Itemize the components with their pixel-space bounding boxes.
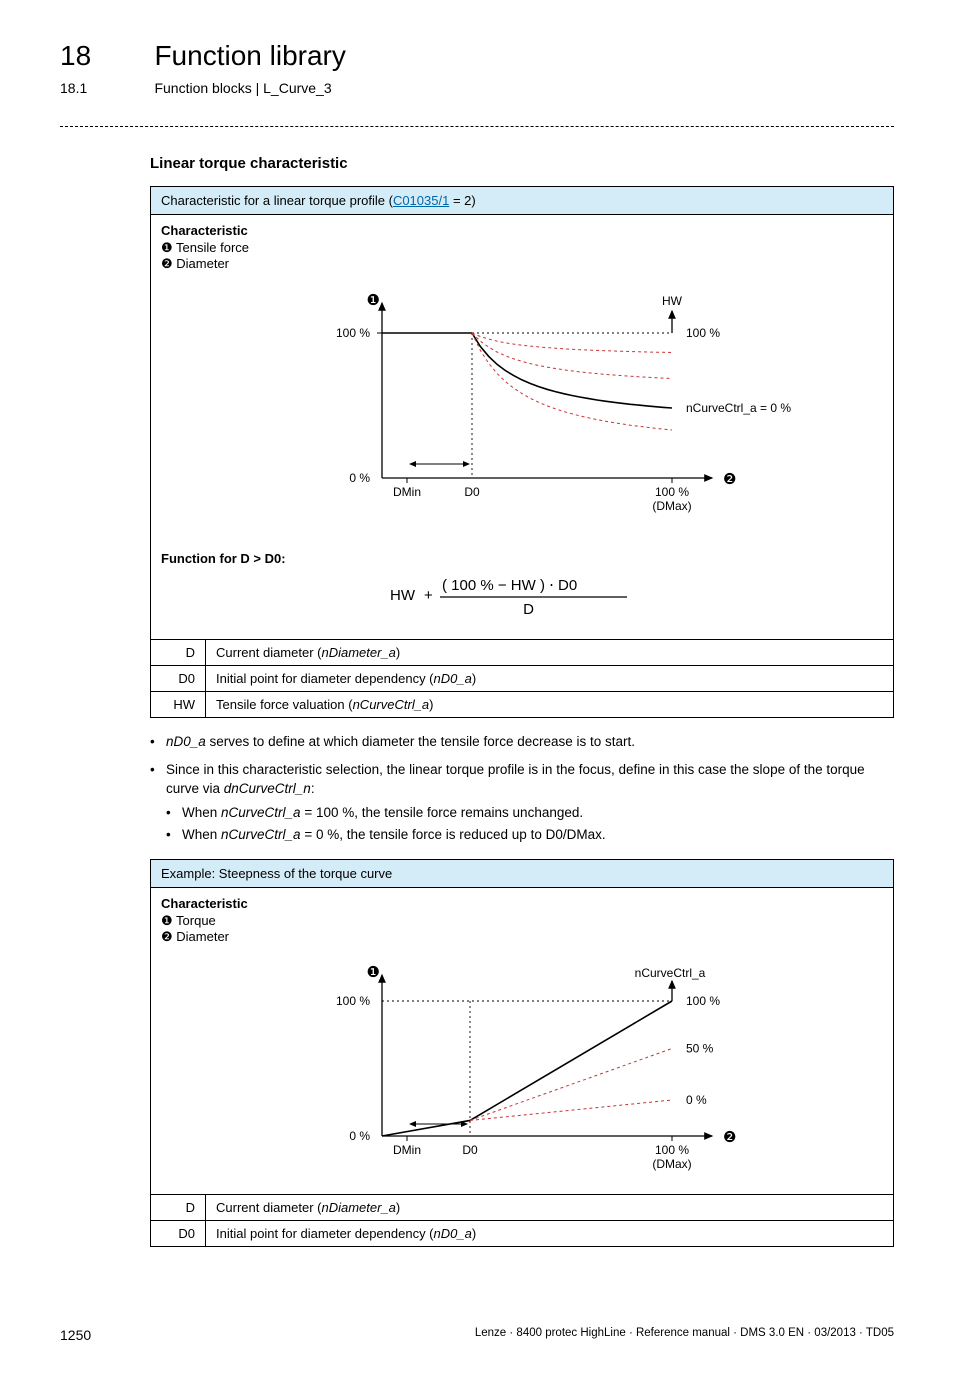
bullet-2: Since in this characteristic selection, … <box>150 760 894 845</box>
section-number: 18.1 <box>60 80 150 96</box>
def-row-d: D Current diameter (nDiameter_a) <box>151 1194 894 1220</box>
svg-text:100 %: 100 % <box>686 994 720 1008</box>
circled-1-icon: ❶ <box>161 240 173 255</box>
svg-text:100 %: 100 % <box>336 326 370 340</box>
table-header-cell: Example: Steepness of the torque curve <box>151 859 894 887</box>
def-row-d0: D0 Initial point for diameter dependency… <box>151 1220 894 1246</box>
characteristic-label: Characteristic <box>161 896 883 911</box>
chart-2: 100 %0 %DMinD0100 %(DMax)nCurveCtrl_a100… <box>161 945 883 1186</box>
def-key: HW <box>151 692 206 718</box>
char-line-1: ❶ Tensile force <box>161 240 883 256</box>
bullet-1: nD0_a serves to define at which diameter… <box>150 732 894 752</box>
svg-text:❶: ❶ <box>367 292 380 309</box>
def-val: Initial point for diameter dependency (n… <box>206 666 894 692</box>
char-line-2-text: Diameter <box>173 256 229 271</box>
characteristic-block: Characteristic ❶ Tensile force ❷ Diamete… <box>151 215 894 542</box>
def-val: Current diameter (nDiameter_a) <box>206 640 894 666</box>
sub-bullet-b: When nCurveCtrl_a = 0 %, the tensile for… <box>166 825 894 845</box>
svg-text:DMin: DMin <box>393 485 421 499</box>
svg-text:DMin: DMin <box>393 1143 421 1157</box>
svg-text:HW: HW <box>390 587 416 604</box>
char-line-2: ❷ Diameter <box>161 929 883 945</box>
subheading-linear-torque: Linear torque characteristic <box>150 155 894 172</box>
def-row-d0: D0 Initial point for diameter dependency… <box>151 666 894 692</box>
svg-text:❶: ❶ <box>367 964 380 981</box>
char-line-2-text: Diameter <box>173 929 229 944</box>
circled-2-icon: ❷ <box>161 256 173 271</box>
footer-right: Lenze · 8400 protec HighLine · Reference… <box>475 1327 894 1343</box>
circled-1-icon: ❶ <box>161 913 173 928</box>
page-footer: 1250 Lenze · 8400 protec HighLine · Refe… <box>60 1327 894 1343</box>
circled-2-icon: ❷ <box>161 929 173 944</box>
def-key: D0 <box>151 666 206 692</box>
char-line-1: ❶ Torque <box>161 913 883 929</box>
svg-text:100 %: 100 % <box>655 1143 689 1157</box>
svg-text:+: + <box>424 587 433 604</box>
svg-text:( 100 % − HW ) ⋅ D0: ( 100 % − HW ) ⋅ D0 <box>442 577 577 594</box>
chart-1-svg: 100 %0 %DMinD0100 %(DMax)HW100 %nCurveCt… <box>242 278 802 528</box>
header-prefix: Characteristic for a linear torque profi… <box>161 193 393 208</box>
header-link[interactable]: C01035/1 <box>393 193 449 208</box>
svg-text:100 %: 100 % <box>686 326 720 340</box>
chart-1: 100 %0 %DMinD0100 %(DMax)HW100 %nCurveCt… <box>161 272 883 533</box>
svg-text:❷: ❷ <box>723 471 736 488</box>
svg-text:nCurveCtrl_a = 0 %: nCurveCtrl_a = 0 % <box>686 401 791 415</box>
svg-text:nCurveCtrl_a: nCurveCtrl_a <box>635 966 706 980</box>
table-header-row: Example: Steepness of the torque curve <box>151 859 894 887</box>
characteristic-table-2: Example: Steepness of the torque curve C… <box>150 859 894 1247</box>
svg-text:0 %: 0 % <box>686 1093 707 1107</box>
formula: HW + ( 100 % − HW ) ⋅ D0 D <box>151 570 893 639</box>
svg-text:(DMax): (DMax) <box>652 499 691 513</box>
chapter-title: Function library <box>154 40 345 72</box>
section-line: 18.1 Function blocks | L_Curve_3 <box>60 80 894 98</box>
formula-svg: HW + ( 100 % − HW ) ⋅ D0 D <box>382 572 662 622</box>
dashed-divider <box>60 126 894 127</box>
svg-text:D: D <box>523 601 534 618</box>
char-line-2: ❷ Diameter <box>161 256 883 272</box>
table-header-row: Characteristic for a linear torque profi… <box>151 187 894 215</box>
def-key: D <box>151 1194 206 1220</box>
sub-bullet-a: When nCurveCtrl_a = 100 %, the tensile f… <box>166 803 894 823</box>
function-heading: Function for D > D0: <box>151 541 893 570</box>
svg-text:D0: D0 <box>462 1143 478 1157</box>
page-number: 1250 <box>60 1327 91 1343</box>
def-key: D0 <box>151 1220 206 1246</box>
table-header-cell: Characteristic for a linear torque profi… <box>151 187 894 215</box>
svg-text:(DMax): (DMax) <box>652 1157 691 1171</box>
characteristic-block: Characteristic ❶ Torque ❷ Diameter 100 %… <box>151 887 894 1194</box>
svg-text:HW: HW <box>662 294 683 308</box>
def-val: Initial point for diameter dependency (n… <box>206 1220 894 1246</box>
chart-2-svg: 100 %0 %DMinD0100 %(DMax)nCurveCtrl_a100… <box>242 951 802 1181</box>
def-key: D <box>151 640 206 666</box>
svg-text:D0: D0 <box>464 485 480 499</box>
svg-text:0 %: 0 % <box>349 1129 370 1143</box>
svg-text:❷: ❷ <box>723 1129 736 1146</box>
characteristic-table-1: Characteristic for a linear torque profi… <box>150 186 894 718</box>
svg-text:50 %: 50 % <box>686 1041 714 1055</box>
chapter-header: 18 Function library <box>60 40 894 72</box>
bullet-list: nD0_a serves to define at which diameter… <box>150 732 894 845</box>
section-title: Function blocks | L_Curve_3 <box>154 80 331 96</box>
char-line-1-text: Torque <box>173 913 216 928</box>
def-val: Current diameter (nDiameter_a) <box>206 1194 894 1220</box>
chapter-number: 18 <box>60 40 150 72</box>
svg-text:100 %: 100 % <box>336 994 370 1008</box>
svg-text:100 %: 100 % <box>655 485 689 499</box>
def-row-d: D Current diameter (nDiameter_a) <box>151 640 894 666</box>
def-val: Tensile force valuation (nCurveCtrl_a) <box>206 692 894 718</box>
header-suffix: = 2) <box>449 193 475 208</box>
svg-text:0 %: 0 % <box>349 471 370 485</box>
sub-bullet-list: When nCurveCtrl_a = 100 %, the tensile f… <box>166 803 894 845</box>
def-row-hw: HW Tensile force valuation (nCurveCtrl_a… <box>151 692 894 718</box>
characteristic-label: Characteristic <box>161 223 883 238</box>
char-line-1-text: Tensile force <box>173 240 249 255</box>
